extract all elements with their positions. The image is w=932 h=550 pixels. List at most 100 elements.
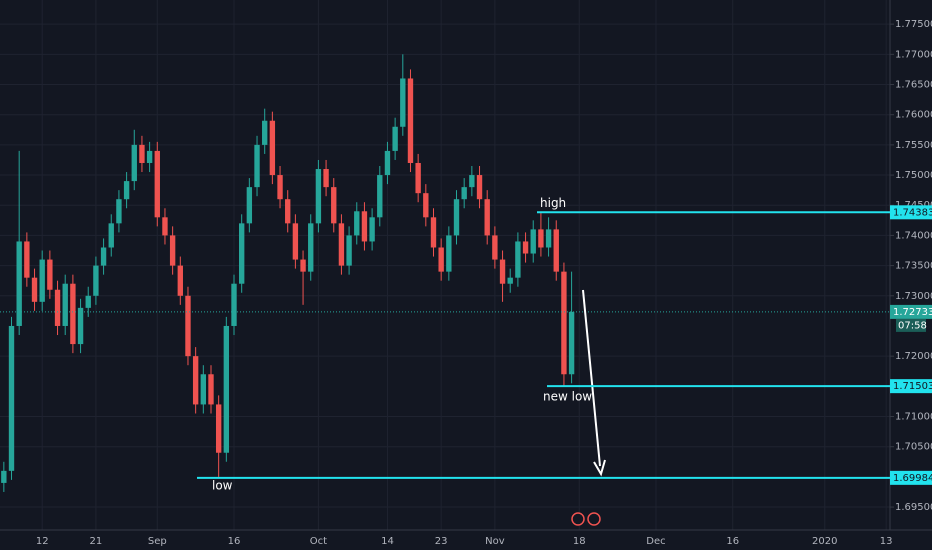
candle-body xyxy=(100,247,107,266)
candle-body xyxy=(215,404,222,453)
candle-body xyxy=(446,235,452,272)
candle-body xyxy=(85,295,91,308)
candle-body xyxy=(47,259,53,290)
level-price-label: 1.71503 xyxy=(893,381,932,392)
level-text: low xyxy=(212,478,233,492)
candle-body xyxy=(308,223,314,272)
level-text: new low xyxy=(543,390,592,404)
candle-body xyxy=(469,175,475,188)
candle-body xyxy=(522,241,529,254)
level-price-label: 1.69984 xyxy=(893,473,932,484)
y-tick-label: 1.75000 xyxy=(895,170,932,181)
candle-body xyxy=(530,229,536,254)
candle-body xyxy=(361,211,368,242)
candle-body xyxy=(438,247,444,272)
candle-body xyxy=(169,235,176,266)
candle-body xyxy=(499,259,506,284)
countdown-box xyxy=(896,318,926,332)
y-tick-label: 1.75500 xyxy=(895,140,932,151)
candle-body xyxy=(453,199,460,236)
candle-body xyxy=(300,259,306,272)
candle-body xyxy=(62,283,68,326)
countdown-label: 07:58 xyxy=(898,320,927,331)
candle-body xyxy=(369,217,375,242)
candle-body xyxy=(415,162,421,194)
level-price-label: 1.74383 xyxy=(893,207,932,218)
event-icon[interactable] xyxy=(571,512,585,526)
x-tick-label: 18 xyxy=(573,536,586,547)
candle-body xyxy=(392,126,398,151)
candle-body xyxy=(231,283,237,326)
y-tick-label: 1.77500 xyxy=(895,19,932,30)
candle-body xyxy=(315,169,322,224)
current-price-box xyxy=(890,304,932,319)
candle-body xyxy=(262,120,268,145)
candle-body xyxy=(192,356,199,405)
candle-body xyxy=(292,223,299,260)
x-tick-label: Oct xyxy=(310,536,327,547)
candle-body xyxy=(476,175,483,200)
candle-body xyxy=(93,265,99,296)
x-tick-label: 14 xyxy=(381,536,394,547)
candle-body xyxy=(154,150,160,218)
candle-body xyxy=(24,241,30,278)
y-tick-label: 1.71000 xyxy=(895,412,932,423)
y-tick-label: 1.73000 xyxy=(895,291,932,302)
candle-body xyxy=(515,241,521,278)
candle-body xyxy=(146,150,153,163)
candle-body xyxy=(384,150,391,176)
candle-body xyxy=(269,120,276,176)
candle-body xyxy=(70,283,76,345)
candle-body xyxy=(223,325,230,453)
x-tick-label: 13 xyxy=(880,536,893,547)
level-price-box xyxy=(890,470,932,485)
y-tick-label: 1.76000 xyxy=(895,110,932,121)
level-text: high xyxy=(540,196,566,210)
x-tick-label: Nov xyxy=(485,536,505,547)
y-tick-label: 1.73500 xyxy=(895,261,932,272)
y-tick-label: 1.77000 xyxy=(895,49,932,60)
candle-body xyxy=(8,325,15,471)
candle-body xyxy=(1,470,7,483)
candle-body xyxy=(277,175,283,200)
candle-body xyxy=(177,265,183,296)
candle-body xyxy=(430,217,437,248)
candle-body xyxy=(346,235,352,266)
candle-body xyxy=(238,223,245,284)
candle-body xyxy=(131,144,137,182)
x-tick-label: 12 xyxy=(36,536,49,547)
candle-body xyxy=(54,289,61,326)
y-tick-label: 1.72000 xyxy=(895,351,932,362)
candle-body xyxy=(123,181,130,200)
candle-body xyxy=(354,211,360,236)
x-tick-label: Sep xyxy=(148,536,167,547)
event-icon[interactable] xyxy=(587,512,601,526)
candle-body xyxy=(246,187,253,224)
candle-body xyxy=(139,144,145,163)
candle-body xyxy=(31,277,38,302)
candle-body xyxy=(338,223,345,266)
x-tick-label: 2020 xyxy=(812,536,837,547)
y-tick-label: 1.69500 xyxy=(895,502,932,513)
candle-body xyxy=(208,374,214,405)
y-tick-label: 1.70500 xyxy=(895,442,932,453)
candle-body xyxy=(423,193,429,218)
arrow-shaft xyxy=(582,289,601,467)
candle-body xyxy=(331,187,337,224)
candle-body xyxy=(461,187,467,200)
candle-body xyxy=(39,259,45,302)
level-price-box xyxy=(890,205,932,220)
candle-body xyxy=(16,241,22,326)
x-tick-label: Dec xyxy=(646,536,665,547)
candle-body xyxy=(507,277,513,284)
candle-body xyxy=(185,295,191,357)
x-tick-label: 23 xyxy=(435,536,448,547)
x-tick-label: 16 xyxy=(726,536,739,547)
candle-body xyxy=(377,175,383,218)
candle-body xyxy=(545,229,552,248)
candle-body xyxy=(200,374,207,405)
arrow-head xyxy=(593,459,606,477)
candle-body xyxy=(116,199,122,224)
